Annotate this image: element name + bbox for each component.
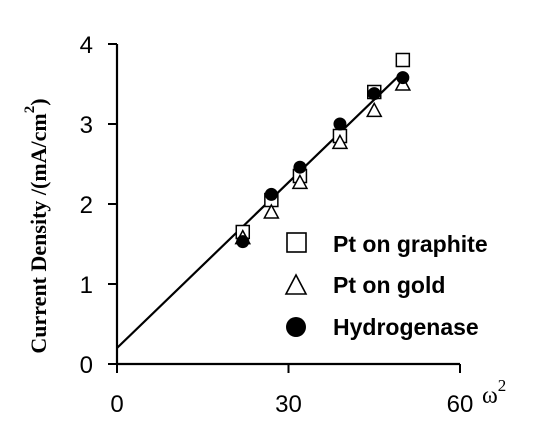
x-tick-label: 60 (447, 391, 474, 418)
point-pt-gold (365, 101, 383, 118)
y-tick-label: 0 (80, 352, 93, 379)
ticks: 0 1 2 3 4 0 30 60 (80, 32, 474, 418)
y-axis-title-superscript: 2 (22, 106, 38, 114)
point-hydrogenase (264, 187, 278, 201)
data-points (234, 52, 412, 249)
point-hydrogenase (236, 235, 250, 249)
point-hydrogenase (396, 71, 410, 85)
y-tick-label: 2 (80, 192, 93, 219)
point-pt-graphite (395, 52, 411, 68)
linear-fit-line (116, 71, 404, 349)
point-pt-gold (263, 203, 280, 219)
y-axis-title-close: ) (26, 98, 51, 105)
point-hydrogenase (367, 87, 381, 101)
legend-circle-marker (286, 317, 306, 337)
x-tick-label: 0 (110, 391, 123, 418)
legend-label-pt-graphite: Pt on graphite (333, 231, 488, 257)
legend-triangle-marker (284, 273, 308, 295)
point-hydrogenase (333, 117, 347, 131)
x-axis-title-main: ω (482, 383, 498, 409)
legend-label-pt-gold: Pt on gold (333, 272, 445, 298)
legend-label-hydrogenase: Hydrogenase (333, 314, 479, 340)
y-tick-label: 4 (80, 32, 93, 59)
y-axis-title: Current Density /(mA/cm2) (22, 98, 51, 353)
legend-square-marker (286, 232, 307, 253)
legend: Pt on graphite Pt on gold Hydrogenase (284, 231, 488, 340)
x-axis-title-superscript: 2 (498, 376, 507, 395)
point-hydrogenase (293, 160, 307, 174)
y-axis-title-main: Current Density /(mA/cm (26, 113, 51, 353)
y-tick-label: 1 (80, 272, 93, 299)
fit-line-group (116, 71, 404, 349)
x-tick-label: 30 (275, 391, 302, 418)
x-axis-title: ω2 (482, 376, 506, 409)
point-pt-gold (291, 173, 309, 190)
y-tick-label: 3 (80, 112, 93, 139)
point-pt-gold (331, 133, 349, 150)
